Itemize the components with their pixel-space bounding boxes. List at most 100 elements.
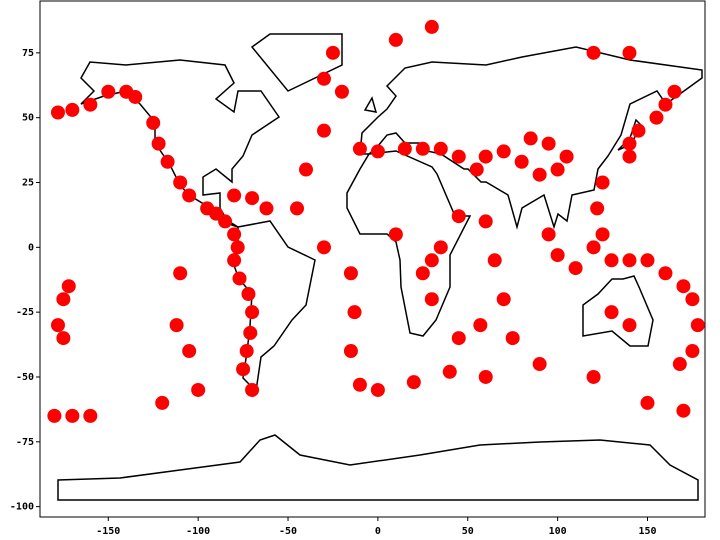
quake-point: [227, 253, 242, 268]
quake-point: [388, 32, 403, 47]
quake-point: [442, 364, 457, 379]
y-tick-label: -75: [16, 437, 34, 448]
quake-point: [370, 382, 385, 397]
quake-point: [160, 154, 175, 169]
quake-point: [316, 123, 331, 138]
quake-point: [232, 271, 247, 286]
quake-point: [230, 240, 245, 255]
quake-point: [128, 89, 143, 104]
antarctica: [57, 434, 699, 501]
quake-point: [343, 344, 358, 359]
quake-point: [685, 292, 700, 307]
quake-point: [182, 344, 197, 359]
quake-point: [397, 141, 412, 156]
quake-point: [690, 318, 705, 333]
quake-point: [658, 266, 673, 281]
quake-point: [259, 201, 274, 216]
y-tick-label: -100: [10, 502, 34, 513]
greenland: [250, 33, 343, 92]
quake-point: [532, 167, 547, 182]
quake-point: [505, 331, 520, 346]
x-tick-label: -100: [186, 526, 210, 537]
x-tick-label: 100: [549, 526, 567, 537]
quake-point: [676, 279, 691, 294]
quake-point: [478, 149, 493, 164]
quake-point: [487, 253, 502, 268]
quake-point: [290, 201, 305, 216]
quake-point: [640, 253, 655, 268]
plot-frame: [39, 0, 706, 518]
quake-point: [496, 144, 511, 159]
quake-point: [50, 318, 65, 333]
quake-point: [622, 136, 637, 151]
quake-point: [388, 227, 403, 242]
x-tick-label: 0: [375, 526, 381, 537]
quake-point: [658, 97, 673, 112]
quake-point: [151, 136, 166, 151]
australia: [582, 275, 654, 347]
quake-point: [586, 240, 601, 255]
quake-point: [424, 292, 439, 307]
quake-point: [352, 377, 367, 392]
quake-point: [478, 369, 493, 384]
quake-point: [83, 97, 98, 112]
quake-point: [469, 162, 484, 177]
quake-point: [146, 115, 161, 130]
quake-point: [622, 45, 637, 60]
quake-point: [433, 240, 448, 255]
x-tick-label: -150: [96, 526, 120, 537]
y-tick-label: -25: [16, 307, 34, 318]
quake-point: [676, 403, 691, 418]
quake-point: [227, 227, 242, 242]
x-tick-label: 50: [462, 526, 474, 537]
coastlines: [57, 33, 703, 501]
quake-point: [496, 292, 511, 307]
quake-point: [239, 344, 254, 359]
quake-point: [622, 318, 637, 333]
quake-point: [559, 149, 574, 164]
quake-point: [347, 305, 362, 320]
x-tick-label: 150: [638, 526, 656, 537]
quake-point: [245, 191, 260, 206]
quake-point: [316, 240, 331, 255]
quake-point: [83, 408, 98, 423]
quake-point: [586, 369, 601, 384]
quake-point: [451, 331, 466, 346]
quake-point: [352, 141, 367, 156]
quake-point: [50, 105, 65, 120]
quake-point: [541, 227, 556, 242]
quake-point: [473, 318, 488, 333]
quake-point: [604, 305, 619, 320]
quake-point: [424, 19, 439, 34]
quake-point: [191, 382, 206, 397]
y-tick-label: 50: [22, 113, 34, 124]
quake-point: [685, 344, 700, 359]
quake-point: [541, 136, 556, 151]
quake-point: [667, 84, 682, 99]
quake-point: [406, 375, 421, 390]
quake-point: [173, 266, 188, 281]
quake-point: [101, 84, 116, 99]
quake-point: [245, 382, 260, 397]
quake-point: [316, 71, 331, 86]
quake-point: [478, 214, 493, 229]
y-tick-label: 75: [22, 48, 34, 59]
quake-point: [370, 144, 385, 159]
quake-point: [433, 141, 448, 156]
quake-point: [245, 305, 260, 320]
quake-point: [343, 266, 358, 281]
quake-point: [169, 318, 184, 333]
quake-point: [415, 266, 430, 281]
quake-point: [586, 45, 601, 60]
quake-point: [532, 357, 547, 372]
quake-point: [640, 395, 655, 410]
quake-point: [299, 162, 313, 177]
africa: [346, 150, 472, 337]
earthquake-points: [47, 19, 705, 423]
y-tick-label: 0: [28, 242, 34, 253]
quake-point: [173, 175, 188, 190]
quake-point: [325, 45, 340, 60]
quake-point: [523, 131, 538, 146]
quake-point: [65, 102, 80, 117]
